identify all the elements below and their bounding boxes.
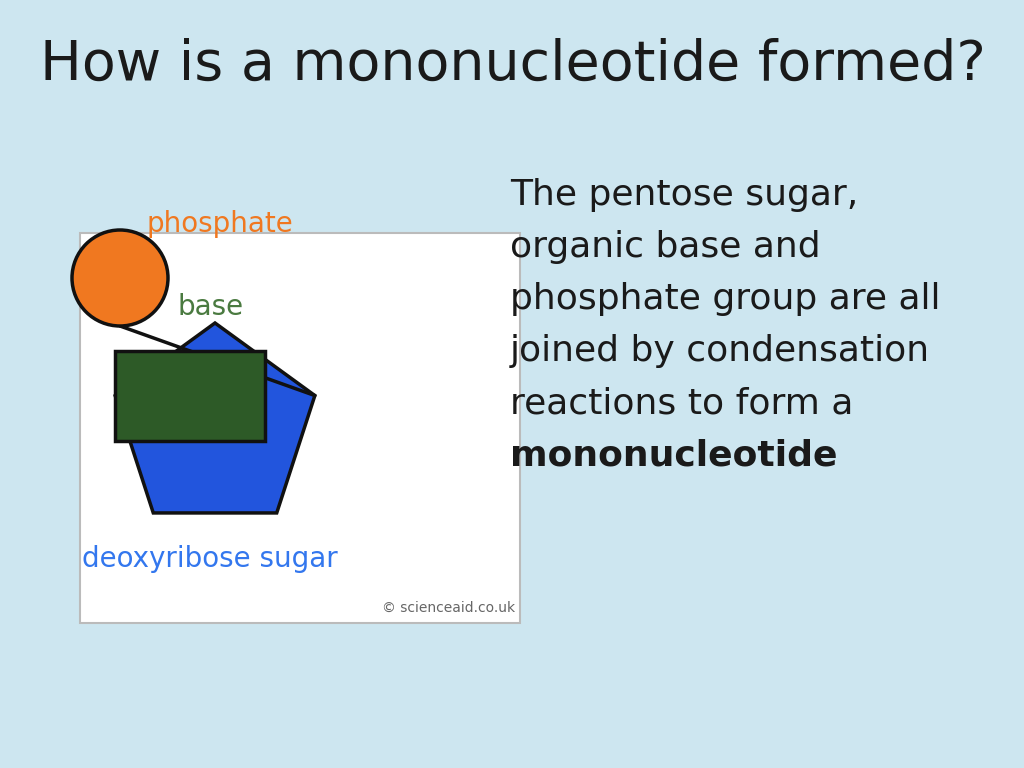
Bar xyxy=(80,233,520,623)
Text: phosphate: phosphate xyxy=(146,210,293,238)
Text: How is a mononucleotide formed?: How is a mononucleotide formed? xyxy=(40,38,986,92)
Text: joined by condensation: joined by condensation xyxy=(510,334,930,368)
Circle shape xyxy=(72,230,168,326)
Text: phosphate group are all: phosphate group are all xyxy=(510,282,940,316)
Polygon shape xyxy=(115,323,314,513)
Text: mononucleotide: mononucleotide xyxy=(510,438,838,472)
Text: The pentose sugar,: The pentose sugar, xyxy=(510,178,858,212)
Text: deoxyribose sugar: deoxyribose sugar xyxy=(82,545,338,573)
Text: reactions to form a: reactions to form a xyxy=(510,386,853,420)
Text: organic base and: organic base and xyxy=(510,230,820,264)
Text: base: base xyxy=(177,293,244,320)
Text: © scienceaid.co.uk: © scienceaid.co.uk xyxy=(382,601,515,615)
Bar xyxy=(115,350,265,441)
